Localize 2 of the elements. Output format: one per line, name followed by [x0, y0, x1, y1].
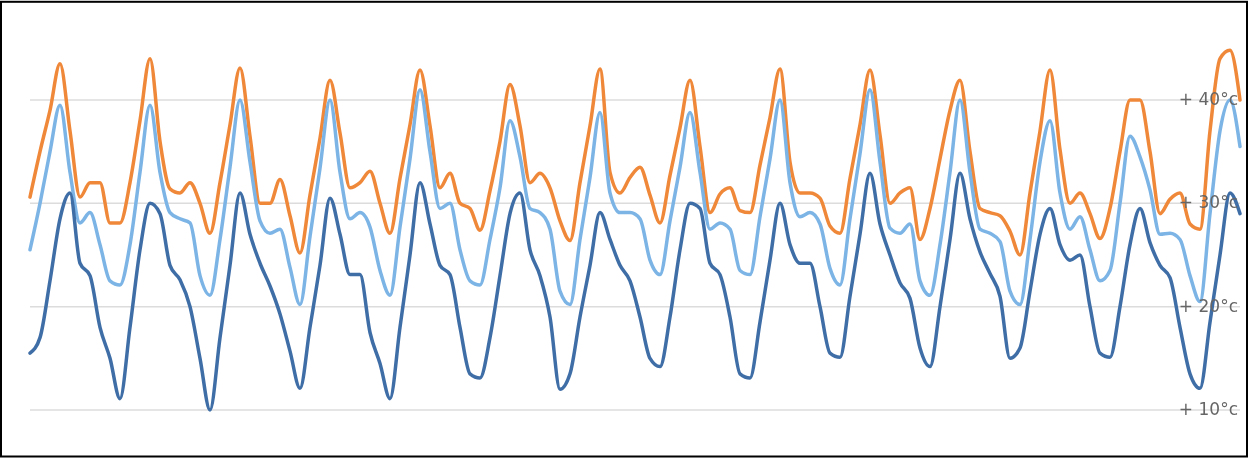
- line-series: [28, 48, 1242, 257]
- y-tick-label: + 10°c: [1178, 399, 1238, 419]
